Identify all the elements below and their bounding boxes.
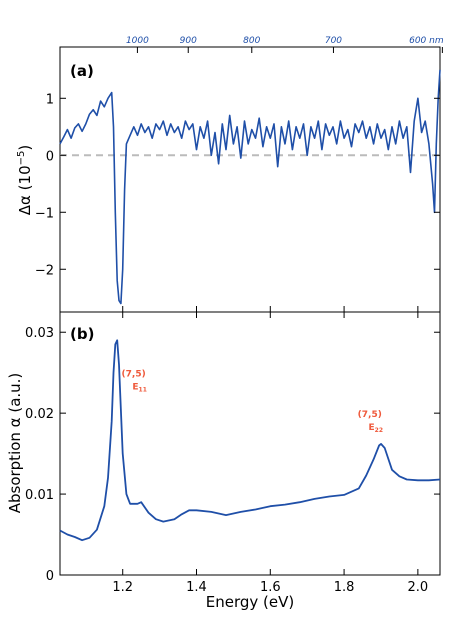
x-tick-label: 1.6 — [260, 580, 281, 595]
peak-annotation-transition: E22 — [368, 423, 383, 434]
panel-a-top-ticks: 1000 900 800 700 600 nm — [126, 36, 444, 53]
y-tick-label: 1 — [46, 92, 54, 107]
panel-a-label: (a) — [70, 62, 94, 80]
panel-a-series — [59, 69, 441, 305]
y-tick-label: 0.01 — [25, 488, 54, 503]
panel-a-series-line — [59, 69, 441, 305]
x-tick-label: 1.4 — [186, 580, 207, 595]
x-axis-label: Energy (eV) — [206, 593, 294, 611]
panel-b-annotations: (7,5) E11 (7,5) E22 — [122, 370, 383, 434]
panel-b-y-ticks: 0 0.01 0.02 0.03 — [25, 326, 440, 584]
y-tick-label: 0.03 — [25, 326, 54, 341]
panel-b-label: (b) — [70, 325, 94, 343]
y-tick-label: −1 — [35, 206, 54, 221]
peak-annotation-label: (7,5) — [358, 410, 382, 420]
top-tick-label: 900 — [180, 36, 197, 46]
x-tick-label: 1.2 — [112, 580, 133, 595]
top-tick-label: 1000 — [126, 36, 149, 46]
panel-b-x-ticks: 1.2 1.4 1.6 1.8 2.0 — [112, 306, 428, 595]
x-tick-label: 1.8 — [334, 580, 355, 595]
y-tick-label: −2 — [35, 263, 54, 278]
panel-b-y-axis-label: Absorption α (a.u.) — [6, 373, 24, 514]
y-tick-label: 0 — [46, 569, 54, 584]
y-tick-label: 0.02 — [25, 407, 54, 422]
panel-b-series-line — [59, 339, 441, 542]
peak-annotation-label: (7,5) — [122, 370, 146, 380]
panel-a-y-axis-label-exponent: −5 — [16, 151, 27, 166]
top-tick-label: 600 nm — [409, 36, 444, 46]
panel-a-y-axis-label: Δα (10−5) — [16, 145, 34, 215]
panel-a-y-ticks: 1 0 −1 −2 — [35, 92, 440, 278]
y-tick-label: 0 — [46, 149, 54, 164]
top-tick-label: 800 — [243, 36, 260, 46]
panel-b-frame — [59, 311, 441, 576]
panel-b-series — [59, 339, 441, 542]
x-tick-label: 2.0 — [408, 580, 429, 595]
peak-annotation-transition: E11 — [132, 383, 147, 394]
top-tick-label: 700 — [325, 36, 342, 46]
